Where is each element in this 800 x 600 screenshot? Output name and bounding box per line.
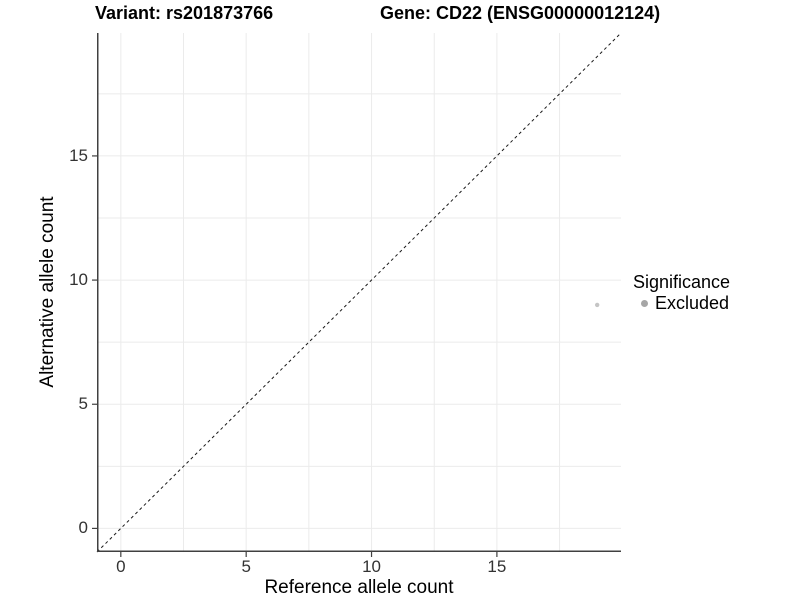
plot-title-variant: Variant: rs201873766	[95, 3, 274, 23]
legend-items: Excluded	[633, 294, 730, 313]
legend-item: Excluded	[633, 294, 730, 313]
x-tick-label: 5	[241, 557, 251, 576]
x-tick-label: 10	[362, 557, 381, 576]
legend-item-label: Excluded	[655, 293, 730, 313]
plot-svg	[92, 32, 622, 557]
y-tick-label: 15	[69, 145, 88, 165]
plot-panel	[92, 32, 622, 557]
legend-key-dot-icon	[641, 300, 648, 307]
plot-title-gene: Gene: CD22 (ENSG00000012124)	[380, 3, 661, 23]
identity-line	[96, 32, 622, 553]
y-tick-label: 5	[78, 394, 88, 414]
y-tick-label: 10	[69, 270, 88, 290]
x-tick-label: 15	[487, 557, 507, 576]
data-point	[594, 302, 600, 308]
x-tick-label: 0	[116, 557, 126, 576]
x-axis-title: Reference allele count	[264, 577, 454, 598]
legend-title: Significance	[633, 272, 731, 292]
legend: Significance Excluded	[633, 273, 730, 313]
y-tick-label: 0	[78, 518, 88, 538]
y-axis-title: Alternative allele count	[37, 196, 58, 388]
